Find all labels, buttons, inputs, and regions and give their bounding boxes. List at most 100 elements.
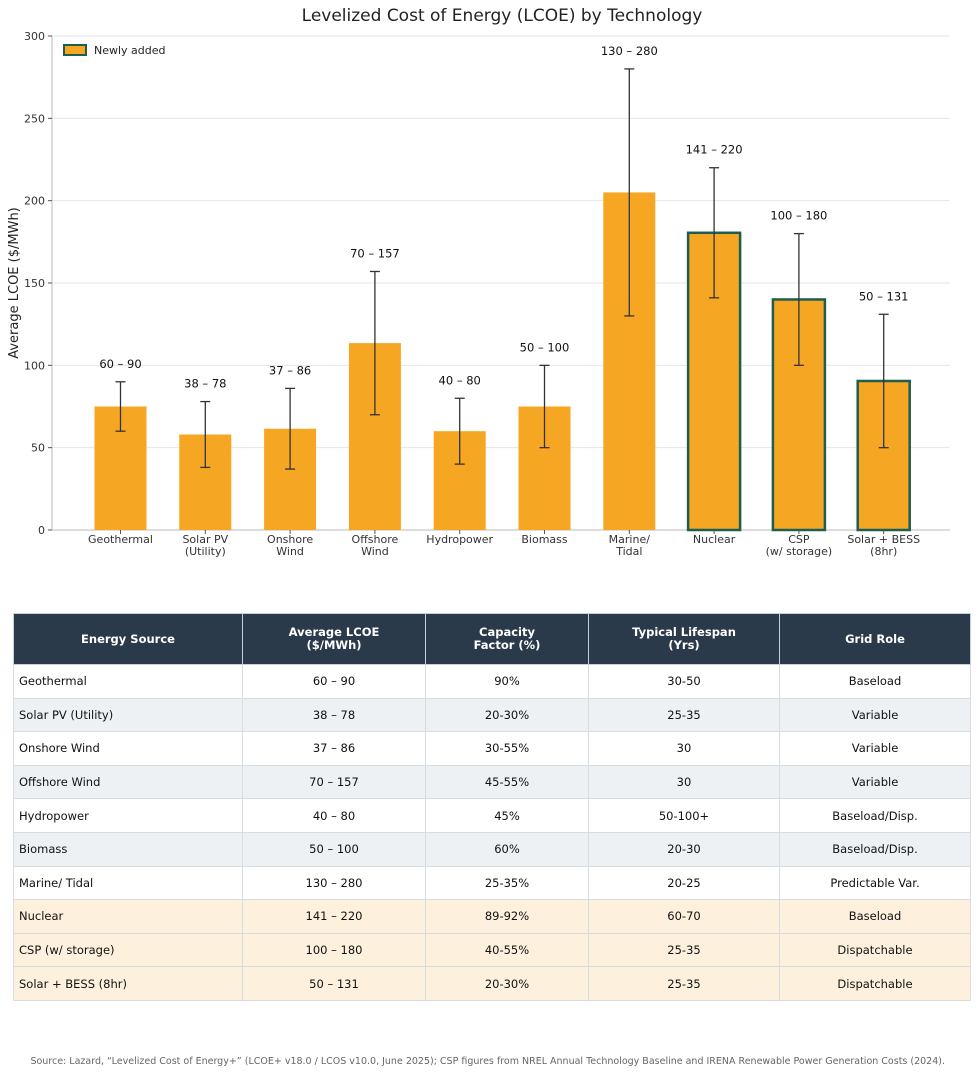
x-tick-label: CSP (w/ storage) xyxy=(766,533,833,558)
table-cell: Predictable Var. xyxy=(779,865,971,901)
table-cell: Offshore Wind xyxy=(13,764,243,800)
table-row: Nuclear 141 – 220 89-92% 60-70 Baseload xyxy=(13,899,971,934)
table-header-cell: Typical Lifespan (Yrs) xyxy=(588,613,780,665)
table-cell: Variable xyxy=(779,764,971,800)
lcoe-table: Energy Source Average LCOE ($/MWh) Capacit… xyxy=(13,613,971,1001)
table-cell: 38 – 78 xyxy=(242,697,426,733)
range-data-label: 50 – 131 xyxy=(859,289,909,303)
table-cell: 20-30% xyxy=(425,697,589,733)
table-cell: 20-30 xyxy=(588,831,780,867)
x-tick-label: Marine/Tidal xyxy=(609,533,651,558)
table-cell: Variable xyxy=(779,697,971,733)
table-cell: 50 – 131 xyxy=(242,966,426,1001)
table-cell: 130 – 280 xyxy=(242,865,426,901)
range-data-label: 40 – 80 xyxy=(439,373,481,387)
table-cell: 20-25 xyxy=(588,865,780,901)
table-row: Solar PV (Utility) 38 – 78 20-30% 25-35 Vari… xyxy=(13,697,971,733)
table-cell: CSP (w/ storage) xyxy=(13,932,243,968)
table-row: Biomass 50 – 100 60% 20-30 Baseload/Disp. xyxy=(13,831,971,867)
y-tick-label: 250 xyxy=(24,112,45,125)
table-cell: Biomass xyxy=(13,831,243,867)
x-tick-label: Biomass xyxy=(521,533,568,546)
table-cell: 25-35 xyxy=(588,966,780,1001)
legend: Newly added xyxy=(63,44,166,57)
table-cell: Geothermal xyxy=(13,664,243,699)
table-cell: 25-35 xyxy=(588,697,780,733)
table-cell: 45% xyxy=(425,798,589,833)
range-data-label: 37 – 86 xyxy=(269,363,311,377)
x-tick-label: Onshore Wind xyxy=(267,533,313,558)
table-row: Hydropower 40 – 80 45% 50-100+ Baseload/Disp… xyxy=(13,798,971,833)
legend-swatch xyxy=(63,44,87,56)
table-cell: 25-35% xyxy=(425,865,589,901)
source-note: Source: Lazard, “Levelized Cost of Energ… xyxy=(30,1056,945,1067)
table-cell: Baseload/Disp. xyxy=(779,798,971,833)
table-cell: 100 – 180 xyxy=(242,932,426,968)
chart-title: Levelized Cost of Energy (LCOE) by Techn… xyxy=(302,6,703,26)
lcoe-chart: Levelized Cost of Energy (LCOE) by Techn… xyxy=(7,6,950,558)
x-axis-ticks: Geothermal Solar PV (Utility) Onshore Wind Of… xyxy=(88,530,920,558)
table-cell: Marine/ Tidal xyxy=(13,865,243,901)
range-data-label: 100 – 180 xyxy=(770,209,827,223)
y-axis-ticks: 0 50 100 150 200 250 300 xyxy=(24,30,52,537)
table-cell: Dispatchable xyxy=(779,932,971,968)
table-cell: 60% xyxy=(425,831,589,867)
table-cell: Dispatchable xyxy=(779,966,971,1001)
table-row: Geothermal 60 – 90 90% 30-50 Baseload xyxy=(13,664,971,699)
table-header-cell: Energy Source xyxy=(13,613,243,665)
table-row: CSP (w/ storage) 100 – 180 40-55% 25-35 Disp… xyxy=(13,932,971,968)
table-cell: 90% xyxy=(425,664,589,699)
table-cell: 50-100+ xyxy=(588,798,780,833)
table-cell: 30 xyxy=(588,731,780,766)
table-row: Solar + BESS (8hr) 50 – 131 20-30% 25-35 Dis… xyxy=(13,966,971,1001)
range-data-label: 130 – 280 xyxy=(601,44,658,58)
table-cell: Baseload xyxy=(779,664,971,699)
range-data-label: 141 – 220 xyxy=(686,143,743,157)
y-tick-label: 150 xyxy=(24,277,45,290)
range-data-label: 60 – 90 xyxy=(99,357,141,371)
y-tick-label: 200 xyxy=(24,195,45,208)
table-cell: 25-35 xyxy=(588,932,780,968)
table-cell: Variable xyxy=(779,731,971,766)
table-cell: 89-92% xyxy=(425,899,589,934)
table-cell: 37 – 86 xyxy=(242,731,426,766)
table-cell: 70 – 157 xyxy=(242,764,426,800)
lcoe-bar-chart: Levelized Cost of Energy (LCOE) by Techn… xyxy=(7,6,950,558)
y-tick-label: 300 xyxy=(24,30,45,43)
table-cell: 30-50 xyxy=(588,664,780,699)
range-data-label: 70 – 157 xyxy=(350,246,400,260)
y-axis-label: Average LCOE ($/MWh) xyxy=(7,207,22,359)
table-cell: 60-70 xyxy=(588,899,780,934)
range-data-label: 50 – 100 xyxy=(520,340,570,354)
table-cell: 30 xyxy=(588,764,780,800)
table-header-cell: Grid Role xyxy=(779,613,971,665)
table-cell: 40 – 80 xyxy=(242,798,426,833)
table-body: Geothermal 60 – 90 90% 30-50 Baseload Solar P… xyxy=(13,664,971,1001)
table-row: Offshore Wind 70 – 157 45-55% 30 Variable xyxy=(13,764,971,800)
table-cell: Solar PV (Utility) xyxy=(13,697,243,733)
table-cell: Baseload/Disp. xyxy=(779,831,971,867)
table-cell: 141 – 220 xyxy=(242,899,426,934)
table-cell: Nuclear xyxy=(13,899,243,934)
x-tick-label: Hydropower xyxy=(426,533,493,546)
table-cell: 30-55% xyxy=(425,731,589,766)
x-tick-label: Offshore Wind xyxy=(352,533,399,558)
y-tick-label: 50 xyxy=(31,442,45,455)
range-data-label: 38 – 78 xyxy=(184,377,226,391)
table-cell: Baseload xyxy=(779,899,971,934)
table-header-row: Energy Source Average LCOE ($/MWh) Capacit… xyxy=(13,613,971,665)
table-row: Marine/ Tidal 130 – 280 25-35% 20-25 Predict… xyxy=(13,865,971,901)
table-cell: 60 – 90 xyxy=(242,664,426,699)
x-tick-label: Solar PV (Utility) xyxy=(182,533,228,558)
bars: 60 – 90 38 – 78 37 – 86 70 – 157 40 – 80 50 –… xyxy=(94,44,911,532)
y-tick-label: 0 xyxy=(38,524,45,537)
table-cell: 50 – 100 xyxy=(242,831,426,867)
table-cell: 40-55% xyxy=(425,932,589,968)
y-tick-label: 100 xyxy=(24,359,45,372)
table-row: Onshore Wind 37 – 86 30-55% 30 Variable xyxy=(13,731,971,766)
table-header-cell: Capacity Factor (%) xyxy=(425,613,589,665)
table-header-cell: Average LCOE ($/MWh) xyxy=(242,613,426,665)
table-cell: 20-30% xyxy=(425,966,589,1001)
x-tick-label: Geothermal xyxy=(88,533,153,546)
table-cell: Solar + BESS (8hr) xyxy=(13,966,243,1001)
